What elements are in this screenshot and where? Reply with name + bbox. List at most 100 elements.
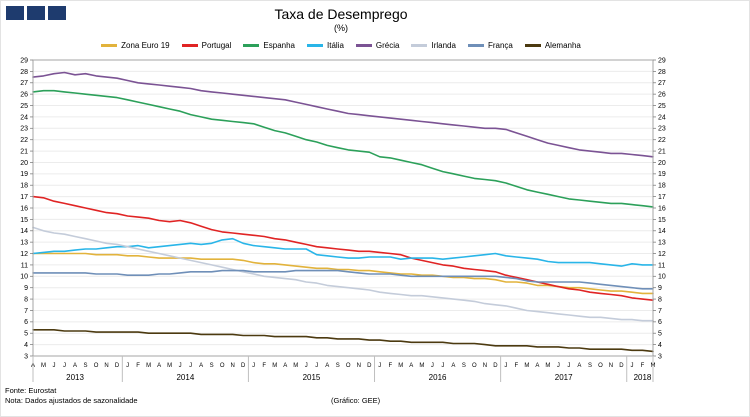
legend-item-alemanha: Alemanha	[524, 40, 581, 50]
y-axis-label-right: 24	[658, 114, 666, 121]
legend-swatch	[355, 43, 372, 47]
month-label: D	[115, 363, 120, 369]
y-axis-label-left: 27	[20, 80, 28, 87]
month-label: J	[315, 363, 318, 369]
month-label: S	[462, 363, 466, 369]
y-axis-label-left: 4	[24, 342, 28, 349]
legend-label: França	[487, 40, 513, 50]
legend-swatch	[524, 43, 541, 47]
month-label: J	[378, 363, 381, 369]
y-axis-label-left: 12	[20, 251, 28, 258]
month-label: M	[398, 363, 403, 369]
month-label: J	[252, 363, 255, 369]
month-label: O	[598, 363, 603, 369]
legend-swatch	[307, 43, 323, 47]
y-axis-label-left: 13	[20, 240, 28, 247]
y-axis-label-right: 4	[658, 342, 662, 349]
legend-item-zona-euro-19: Zona Euro 19	[101, 40, 170, 50]
y-axis-label-right: 8	[658, 296, 662, 303]
year-label: 2017	[555, 373, 573, 382]
series-line-espanha	[32, 89, 654, 208]
chart-footer: Fonte: Eurostat Nota: Dados ajustados de…	[5, 386, 749, 406]
y-axis-label-right: 28	[658, 69, 666, 76]
month-label: F	[641, 363, 645, 369]
y-axis-label-right: 9	[658, 285, 662, 292]
logo-square-icon	[27, 6, 45, 20]
month-label: F	[388, 363, 392, 369]
month-label: O	[472, 363, 477, 369]
logo	[6, 6, 66, 20]
legend-swatch	[411, 43, 428, 47]
month-label: J	[557, 363, 560, 369]
legend-label: Espanha	[263, 40, 295, 50]
legend-label: Alemanha	[544, 40, 581, 50]
legend-label: Portugal	[201, 40, 232, 50]
series-line-zona-euro-19	[32, 252, 654, 295]
y-axis-label-left: 21	[20, 148, 28, 155]
y-axis-label-right: 25	[658, 103, 666, 110]
month-label: M	[41, 363, 46, 369]
y-axis-label-left: 11	[21, 262, 28, 269]
month-label: M	[167, 363, 172, 369]
year-label: 2013	[66, 373, 84, 382]
month-label: A	[451, 363, 455, 369]
y-axis-label-right: 5	[658, 331, 662, 338]
month-label: J	[630, 363, 633, 369]
y-axis-label-right: 14	[658, 228, 666, 235]
month-label: M	[293, 363, 298, 369]
y-axis-label-left: 8	[24, 296, 28, 303]
y-axis-label-right: 12	[658, 251, 666, 258]
month-label: A	[325, 363, 329, 369]
y-axis-label-left: 6	[24, 319, 28, 326]
legend-swatch	[101, 43, 118, 47]
legend-item-itália: Itália	[307, 41, 344, 50]
month-label: M	[524, 363, 529, 369]
y-axis-label-right: 11	[658, 262, 665, 269]
month-label: S	[336, 363, 340, 369]
legend-swatch	[181, 43, 198, 47]
y-axis-label-left: 26	[20, 92, 28, 99]
chart-header: Taxa de Desemprego (%)	[1, 1, 681, 33]
series-line-alemanha	[32, 328, 654, 353]
month-label: A	[73, 363, 77, 369]
chart-area: 3 3 4 4 5 5 6 6 7 7 8 8 9 9 10 10 11 11 12 12 13 13 14 14 15 15 16…	[1, 54, 749, 384]
y-axis-label-right: 29	[658, 57, 666, 64]
chart-legend: Zona Euro 19 Portugal Espanha Itália Grécia I…	[1, 38, 681, 52]
legend-item-frança: França	[467, 40, 513, 50]
year-label: 2016	[429, 373, 447, 382]
logo-square-icon	[48, 6, 66, 20]
y-axis-label-right: 16	[658, 205, 666, 212]
legend-swatch	[243, 43, 260, 47]
seasonality-note: Nota: Dados ajustados de sazonalidade	[5, 396, 138, 406]
y-axis-label-left: 10	[20, 274, 28, 281]
month-label: F	[515, 363, 519, 369]
y-axis-label-left: 18	[20, 183, 28, 190]
y-axis-label-left: 28	[20, 69, 28, 76]
y-axis-label-right: 7	[658, 308, 662, 315]
y-axis-label-left: 16	[20, 205, 28, 212]
series-line-frança	[32, 269, 654, 290]
y-axis-label-left: 22	[20, 137, 28, 144]
y-axis-label-right: 19	[658, 171, 666, 178]
month-label: O	[94, 363, 99, 369]
month-label: J	[567, 363, 570, 369]
y-axis-label-right: 26	[658, 92, 666, 99]
month-label: J	[504, 363, 507, 369]
y-axis-label-left: 24	[20, 114, 28, 121]
y-axis-label-left: 23	[20, 126, 28, 133]
y-axis-label-right: 17	[658, 194, 666, 201]
legend-label: Zona Euro 19	[121, 40, 170, 50]
y-axis-label-left: 19	[20, 171, 28, 178]
month-label: M	[272, 363, 277, 369]
y-axis-label-left: 3	[24, 353, 28, 360]
month-label: M	[545, 363, 550, 369]
line-chart: 3 3 4 4 5 5 6 6 7 7 8 8 9 9 10 10 11 11 12 12 13 13 14 14 15 15 16…	[20, 57, 666, 382]
series-line-grécia	[32, 71, 654, 158]
month-label: O	[220, 363, 225, 369]
month-label: D	[493, 363, 498, 369]
y-axis-label-right: 21	[658, 148, 666, 155]
y-axis-label-left: 29	[20, 57, 28, 64]
y-axis-label-right: 27	[658, 80, 666, 87]
series-line-irlanda	[32, 226, 654, 322]
